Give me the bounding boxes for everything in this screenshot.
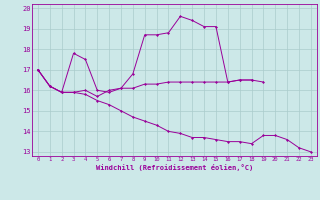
X-axis label: Windchill (Refroidissement éolien,°C): Windchill (Refroidissement éolien,°C) [96,164,253,171]
